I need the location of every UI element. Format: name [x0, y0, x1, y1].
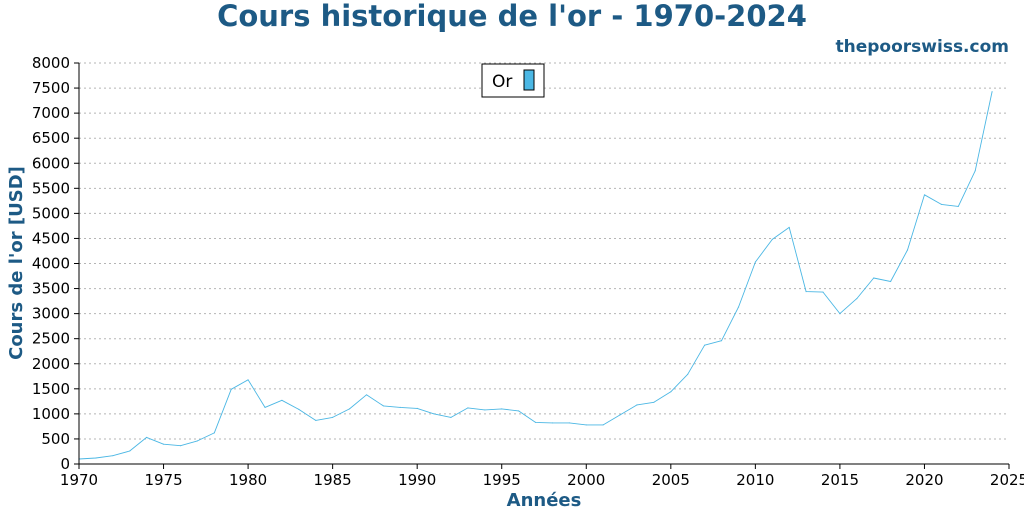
- y-tick-label: 2000: [32, 355, 70, 373]
- data-point-or: [348, 408, 351, 410]
- y-tick-label: 500: [41, 430, 70, 448]
- data-point-or: [704, 344, 706, 346]
- data-point-or: [822, 291, 824, 293]
- data-point-or: [518, 410, 520, 412]
- data-point-or: [129, 450, 131, 452]
- chart-title: Cours historique de l'or - 1970-2024: [217, 0, 807, 33]
- data-point-or: [146, 436, 148, 438]
- data-point-or: [315, 419, 317, 421]
- data-point-or: [991, 91, 993, 93]
- data-point-or: [788, 226, 790, 228]
- x-tick-label: 1975: [144, 471, 182, 489]
- source-watermark: thepoorswiss.com: [836, 37, 1010, 57]
- data-point-or: [382, 405, 384, 407]
- y-tick-label: 6500: [32, 129, 70, 147]
- data-point-or: [399, 406, 401, 408]
- data-point-or: [179, 445, 182, 447]
- data-point-or: [433, 413, 435, 415]
- data-point-or: [771, 238, 773, 240]
- x-tick-label: 2000: [567, 471, 605, 489]
- data-point-or: [754, 261, 757, 263]
- legend-label-or: Or: [492, 72, 512, 92]
- x-tick-label: 1995: [483, 471, 521, 489]
- data-point-or: [298, 408, 300, 410]
- data-point-or: [839, 313, 841, 315]
- data-point-or: [653, 401, 655, 403]
- data-point-or: [112, 455, 114, 457]
- data-point-or: [467, 407, 469, 409]
- y-tick-label: 3000: [32, 305, 70, 323]
- data-point-or: [957, 205, 959, 207]
- data-point-or: [636, 404, 638, 406]
- y-tick-label: 5500: [32, 179, 70, 197]
- data-point-or: [196, 440, 198, 442]
- data-point-or: [332, 416, 334, 418]
- gridlines: [79, 62, 1009, 440]
- legend-swatch-or: [523, 69, 535, 91]
- data-point-or: [670, 391, 672, 393]
- x-tick-label: 2005: [652, 471, 690, 489]
- data-point-or: [568, 422, 571, 424]
- series-line-or: [78, 91, 993, 460]
- x-axis-title: Années: [507, 490, 582, 511]
- axes: 0 500 1000 1500 2000 2500 3000 3500 4000 4500 5000…: [32, 54, 1024, 489]
- y-tick-label: 8000: [32, 54, 70, 72]
- y-tick-label: 2500: [32, 330, 70, 348]
- data-point-or: [416, 407, 418, 409]
- data-point-or: [450, 416, 452, 418]
- x-tick-label: 1970: [60, 471, 98, 489]
- x-tick-label: 1990: [398, 471, 436, 489]
- data-point-or: [873, 277, 875, 279]
- x-tick-label: 2020: [905, 471, 943, 489]
- y-tick-label: 4500: [32, 229, 70, 247]
- data-point-or: [974, 170, 976, 172]
- x-tick-label: 1980: [229, 471, 267, 489]
- data-point-or: [805, 291, 807, 293]
- data-point-or: [551, 422, 554, 424]
- y-tick-label: 1000: [32, 405, 70, 423]
- x-tick-label: 2010: [736, 471, 774, 489]
- y-tick-label: 1500: [32, 380, 70, 398]
- data-point-or: [687, 373, 689, 375]
- data-point-or: [534, 421, 537, 423]
- series-layer: [78, 91, 993, 460]
- x-tick-label: 1985: [314, 471, 352, 489]
- data-point-or: [737, 306, 740, 308]
- data-point-or: [585, 424, 587, 426]
- data-point-or: [923, 194, 926, 196]
- x-tick-label: 2015: [821, 471, 859, 489]
- data-point-or: [162, 443, 165, 445]
- data-point-or: [230, 388, 232, 390]
- y-tick-label: 3500: [32, 280, 70, 298]
- data-point-or: [95, 457, 97, 459]
- data-point-or: [856, 298, 858, 300]
- data-point-or: [720, 340, 723, 342]
- data-point-or: [619, 414, 621, 416]
- data-point-or: [602, 424, 604, 426]
- data-point-or: [906, 249, 909, 251]
- legend: Or: [481, 63, 545, 98]
- y-tick-label: 5000: [32, 204, 70, 222]
- data-point-or: [264, 406, 266, 408]
- y-tick-label: 0: [60, 455, 70, 473]
- data-point-or: [281, 399, 283, 401]
- y-tick-label: 4000: [32, 255, 70, 273]
- y-tick-label: 7500: [32, 79, 70, 97]
- data-point-or: [247, 379, 249, 381]
- data-point-or: [501, 408, 503, 410]
- y-axis-title: Cours de l'or [USD]: [6, 166, 27, 360]
- data-point-or: [365, 394, 368, 396]
- data-point-or: [890, 280, 892, 283]
- x-tick-label: 2025: [990, 471, 1024, 489]
- data-point-or: [940, 203, 943, 205]
- data-point-or: [484, 409, 486, 411]
- y-tick-label: 6000: [32, 154, 70, 172]
- y-tick-label: 7000: [32, 104, 70, 122]
- data-point-or: [213, 432, 215, 434]
